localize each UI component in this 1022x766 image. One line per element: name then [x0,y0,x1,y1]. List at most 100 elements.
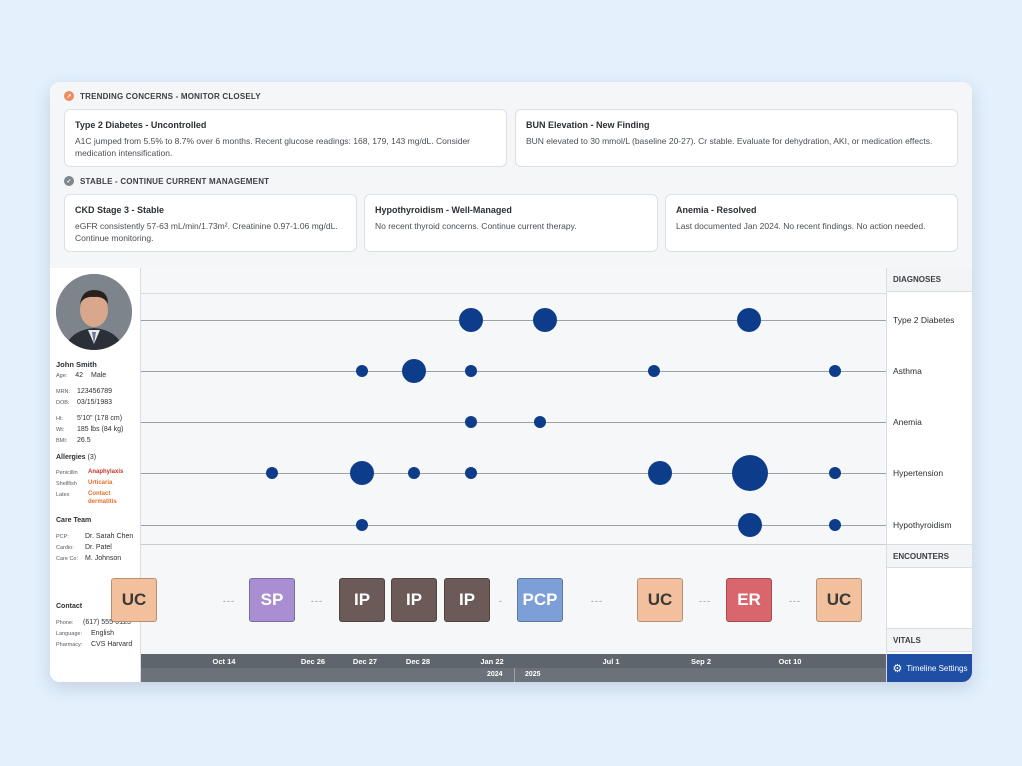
encounter-uc[interactable]: UC [637,578,683,622]
encounter-ip[interactable]: IP [444,578,490,622]
allergy-row[interactable]: Shellfish Urticaria [56,480,113,487]
patient-sidebar: John Smith Age: 42 Male MRN: 123456789 D… [50,268,141,682]
date-tick: Sep 2 [690,657,712,666]
dashboard-card: ↗ TRENDING CONCERNS - MONITOR CLOSELY Ty… [50,82,972,682]
diagnosis-label: Hypothyroidism [893,520,952,530]
concern-desc: No recent thyroid concerns. Continue cur… [375,221,577,231]
trending-header: ↗ TRENDING CONCERNS - MONITOR CLOSELY [64,89,261,103]
concern-desc: BUN elevated to 30 mmol/L (baseline 20-2… [526,136,933,146]
date-tick: Oct 10 [778,657,802,666]
diagnosis-event-marker[interactable] [459,308,483,332]
diagnosis-track [141,525,886,526]
encounter-uc[interactable]: UC [111,578,157,622]
care-row[interactable]: Care Co: M. Johnson [56,555,122,562]
contact-title: Contact [56,603,83,610]
diagnosis-event-marker[interactable] [648,461,672,485]
encounter-gap: --- [789,596,801,606]
encounter-gap: --- [699,596,711,606]
allergy-row[interactable]: Latex Contact dermatitis [56,491,117,505]
timeline[interactable]: Oct 14 Dec 26 Dec 27 Dec 28 Jan 22 Jul 1… [111,268,886,682]
allergy-row[interactable]: Penicillin Anaphylaxis [56,469,124,476]
diagnosis-event-marker[interactable] [534,416,546,428]
divider [141,544,886,545]
date-tick: Dec 28 [405,657,431,666]
diagnosis-event-marker[interactable] [829,365,841,377]
encounter-uc[interactable]: UC [816,578,862,622]
encounter-pcp[interactable]: PCP [517,578,563,622]
concern-card-diabetes[interactable]: Type 2 Diabetes - Uncontrolled A1C jumpe… [64,109,507,167]
concern-desc: A1C jumped from 5.5% to 8.7% over 6 mont… [75,136,471,158]
encounters-header: ENCOUNTERS [887,544,972,568]
vitals-header: VITALS [887,628,972,652]
concern-title: Type 2 Diabetes - Uncontrolled [75,120,207,130]
age-row: Age: 42 Male [56,372,107,379]
diagnosis-event-marker[interactable] [533,308,557,332]
weight-row: Wt: 185 lbs (84 kg) [56,426,124,433]
encounter-gap: --- [591,596,603,606]
concern-title: Anemia - Resolved [676,205,757,215]
encounter-gap: --- [311,596,323,606]
diagnosis-event-marker[interactable] [465,365,477,377]
diagnosis-label: Asthma [893,366,922,376]
diagnosis-event-marker[interactable] [829,467,841,479]
concerns-panel: ↗ TRENDING CONCERNS - MONITOR CLOSELY Ty… [50,82,972,269]
check-circle-icon: ✓ [64,176,74,186]
divider [141,293,886,294]
date-tick: Oct 14 [212,657,236,666]
gear-icon: ⚙ [892,662,903,675]
right-column: DIAGNOSES Type 2 Diabetes Asthma Anemia … [886,268,972,682]
bmi-row: BMI: 26.5 [56,437,91,444]
diagnosis-track [141,320,886,321]
diagnosis-event-marker[interactable] [738,513,762,537]
year-axis: 2024 2025 [141,668,886,682]
encounter-er[interactable]: ER [726,578,772,622]
stable-header: ✓ STABLE - CONTINUE CURRENT MANAGEMENT [64,174,269,188]
diagnosis-event-marker[interactable] [465,467,477,479]
diagnosis-label: Hypertension [893,468,944,478]
trend-up-icon: ↗ [64,91,74,101]
diagnoses-header: DIAGNOSES [887,268,972,292]
concern-title: Hypothyroidism - Well-Managed [375,205,512,215]
care-row[interactable]: PCP: Dr. Sarah Chen [56,533,134,540]
diagnosis-event-marker[interactable] [408,467,420,479]
diagnosis-event-marker[interactable] [350,461,374,485]
timeline-settings-button[interactable]: ⚙ Timeline Settings [887,654,972,682]
diagnosis-event-marker[interactable] [266,467,278,479]
diagnosis-track [141,473,886,474]
diagnosis-track [141,371,886,372]
concern-card-anemia[interactable]: Anemia - Resolved Last documented Jan 20… [665,194,958,252]
diagnosis-event-marker[interactable] [737,308,761,332]
date-axis: Oct 14 Dec 26 Dec 27 Dec 28 Jan 22 Jul 1… [141,654,886,668]
concern-card-bun[interactable]: BUN Elevation - New Finding BUN elevated… [515,109,958,167]
avatar [56,274,132,350]
date-tick: Dec 26 [300,657,326,666]
language-row: Language: English [56,630,114,637]
encounter-gap: --- [541,596,553,606]
diagnosis-event-marker[interactable] [829,519,841,531]
diagnosis-event-marker[interactable] [465,416,477,428]
concern-title: CKD Stage 3 - Stable [75,205,165,215]
care-row[interactable]: Cardio: Dr. Patel [56,544,112,551]
phone-row[interactable]: Phone: (617) 555-0123 [56,619,131,626]
care-team-title: Care Team [56,517,92,524]
concern-card-ckd[interactable]: CKD Stage 3 - Stable eGFR consistently 5… [64,194,357,252]
concern-desc: Last documented Jan 2024. No recent find… [676,221,926,231]
concern-card-hypothyroidism[interactable]: Hypothyroidism - Well-Managed No recent … [364,194,658,252]
encounter-sp[interactable]: SP [249,578,295,622]
date-tick: Jul 1 [602,657,620,666]
diagnosis-event-marker[interactable] [648,365,660,377]
diagnosis-event-marker[interactable] [356,365,368,377]
allergies-title: Allergies (3) [56,454,97,461]
concern-title: BUN Elevation - New Finding [526,120,650,130]
encounter-ip[interactable]: IP [391,578,437,622]
encounter-ip[interactable]: IP [339,578,385,622]
dob-row: DOB: 03/15/1983 [56,399,113,406]
diagnosis-label: Type 2 Diabetes [893,315,955,325]
date-tick: Jan 22 [480,657,504,666]
diagnosis-event-marker[interactable] [732,455,768,491]
patient-name: John Smith [56,360,97,369]
diagnosis-event-marker[interactable] [402,359,426,383]
height-row: Ht: 5'10" (178 cm) [56,415,123,422]
year-label: 2024 [487,671,503,678]
diagnosis-event-marker[interactable] [356,519,368,531]
